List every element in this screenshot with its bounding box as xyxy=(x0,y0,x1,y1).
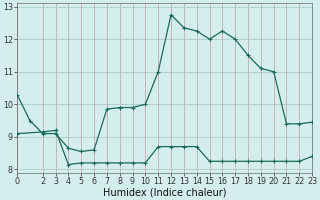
X-axis label: Humidex (Indice chaleur): Humidex (Indice chaleur) xyxy=(103,187,226,197)
